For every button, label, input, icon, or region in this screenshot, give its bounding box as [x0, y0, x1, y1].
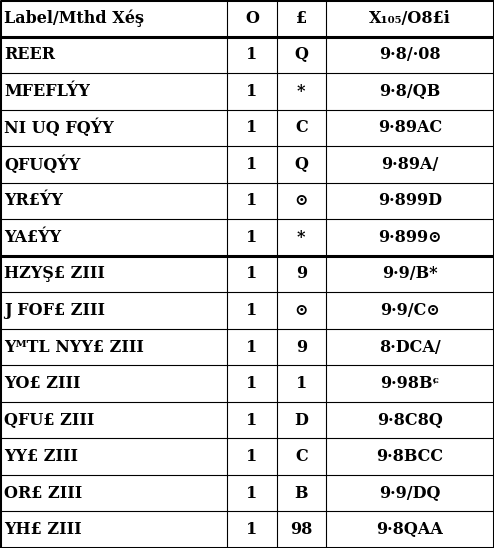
Text: 9·9/C⊙: 9·9/C⊙	[380, 302, 440, 319]
Text: 1: 1	[247, 119, 257, 136]
Text: ⊙: ⊙	[294, 192, 308, 209]
Text: 1: 1	[247, 46, 257, 64]
Text: QFUQÝY: QFUQÝY	[4, 155, 81, 174]
Text: 9·899⊙: 9·899⊙	[378, 229, 442, 246]
Text: 1: 1	[247, 192, 257, 209]
Text: MFEFLÝY: MFEFLÝY	[4, 83, 90, 100]
Text: YH£ ZIII: YH£ ZIII	[4, 521, 82, 538]
Text: 9·8BCC: 9·8BCC	[376, 448, 444, 465]
Text: Q: Q	[294, 156, 308, 173]
Text: 98: 98	[290, 521, 313, 538]
Text: OR£ ZIII: OR£ ZIII	[4, 484, 82, 502]
Text: QFU£ ZIII: QFU£ ZIII	[4, 412, 94, 429]
Text: YA£ÝY: YA£ÝY	[4, 229, 61, 246]
Text: YR£ÝY: YR£ÝY	[4, 192, 63, 209]
Text: 9·899D: 9·899D	[378, 192, 442, 209]
Text: C: C	[295, 119, 308, 136]
Text: NI UQ FQÝY: NI UQ FQÝY	[4, 118, 114, 137]
Text: YᴹTL NYY£ ZIII: YᴹTL NYY£ ZIII	[4, 339, 144, 356]
Text: 1: 1	[247, 375, 257, 392]
Text: O: O	[245, 10, 259, 27]
Text: 1: 1	[296, 375, 307, 392]
Text: 9·8QAA: 9·8QAA	[376, 521, 444, 538]
Text: 1: 1	[247, 229, 257, 246]
Text: X₁₀₅/O8£i: X₁₀₅/O8£i	[369, 10, 451, 27]
Text: D: D	[294, 412, 308, 429]
Text: B: B	[294, 484, 308, 502]
Text: YY£ ZIII: YY£ ZIII	[4, 448, 78, 465]
Text: 9·9/DQ: 9·9/DQ	[379, 484, 441, 502]
Text: YO£ ZIII: YO£ ZIII	[4, 375, 81, 392]
Text: 1: 1	[247, 412, 257, 429]
Text: Label/Mthd Xéş: Label/Mthd Xéş	[4, 9, 144, 27]
Text: 9·8C8Q: 9·8C8Q	[377, 412, 443, 429]
Text: 8·DCA/: 8·DCA/	[379, 339, 441, 356]
Text: £: £	[296, 10, 307, 27]
Text: 9·89AC: 9·89AC	[378, 119, 442, 136]
Text: 1: 1	[247, 521, 257, 538]
Text: 1: 1	[247, 302, 257, 319]
Text: 9: 9	[296, 265, 307, 283]
Text: REER: REER	[4, 46, 55, 64]
Text: 9·8/QB: 9·8/QB	[379, 83, 441, 100]
Text: C: C	[295, 448, 308, 465]
Text: Q: Q	[294, 46, 308, 64]
Text: ⊙: ⊙	[294, 302, 308, 319]
Text: 9·89A/: 9·89A/	[381, 156, 439, 173]
Text: HZYŞ£ ZIII: HZYŞ£ ZIII	[4, 265, 105, 283]
Text: 1: 1	[247, 484, 257, 502]
Text: 9·9/B*: 9·9/B*	[382, 265, 438, 283]
Text: 1: 1	[247, 448, 257, 465]
Text: 1: 1	[247, 156, 257, 173]
Text: J FOF£ ZIII: J FOF£ ZIII	[4, 302, 105, 319]
Text: 1: 1	[247, 83, 257, 100]
Text: 9: 9	[296, 339, 307, 356]
Text: 1: 1	[247, 265, 257, 283]
Text: 1: 1	[247, 339, 257, 356]
Text: 9·8/·08: 9·8/·08	[379, 46, 441, 64]
Text: 9·98Bᶝ: 9·98Bᶝ	[380, 375, 440, 392]
Text: *: *	[297, 83, 306, 100]
Text: *: *	[297, 229, 306, 246]
